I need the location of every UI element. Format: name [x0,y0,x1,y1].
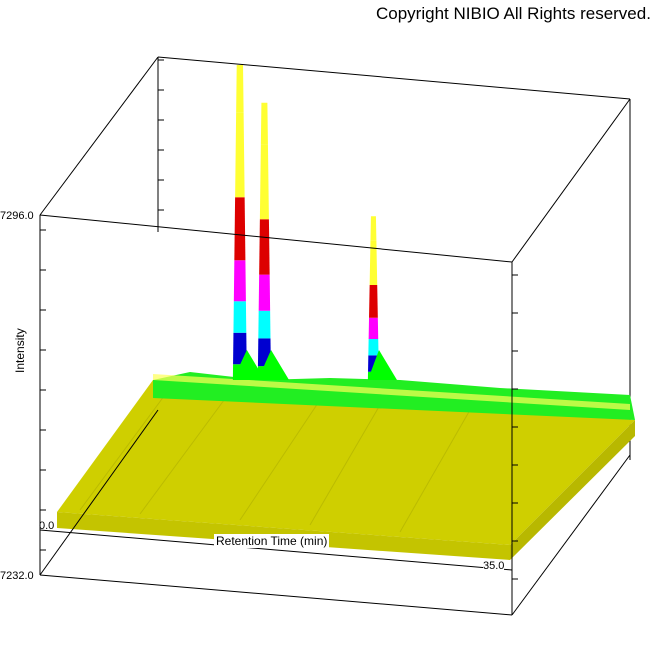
plot-box-back [39,56,631,460]
peak-3-band-5 [369,284,378,318]
peak-1-band-4 [233,260,246,302]
peak-2-band-5 [259,219,270,275]
plot-box-front [39,214,631,616]
peak-1-band-6 [235,112,245,198]
x-tick-label-start: 0.0 [39,520,55,532]
peak-2-band-3 [258,310,271,339]
chromatogram-peaks [232,65,397,380]
peak-3 [367,216,397,380]
x-axis-label: Retention Time (min) [214,534,330,548]
y-axis-label: Intensity [13,328,27,373]
peak-2-band-6 [259,144,269,220]
y-tick-label-top: 7296.0 [0,210,34,222]
peak-1-band-2 [233,332,247,365]
peak-3-tail [367,350,397,380]
peak-1-band-5 [234,197,246,261]
peak-1 [232,65,265,380]
axis-ticks [40,59,518,580]
peak-3-band-4 [368,317,379,340]
peak-2 [257,102,290,380]
peak-2-band-7 [260,102,268,145]
peak-2-band-4 [258,274,271,311]
peak-1-tail [232,350,265,380]
copyright-notice: Copyright NIBIO All Rights reserved. [376,4,651,23]
peak-3-band-7 [370,216,377,241]
peak-3-band-3 [368,339,379,356]
y-tick-label-bottom: 7232.0 [0,570,34,582]
peak-3-band-6 [369,240,378,285]
peak-2-tail [257,350,290,380]
surface-floor [57,380,635,560]
x-tick-label-end: 35.0 [483,560,505,572]
ridge-back [153,372,635,420]
peak-1-band-3 [233,301,247,333]
peak-1-band-7 [236,65,244,113]
